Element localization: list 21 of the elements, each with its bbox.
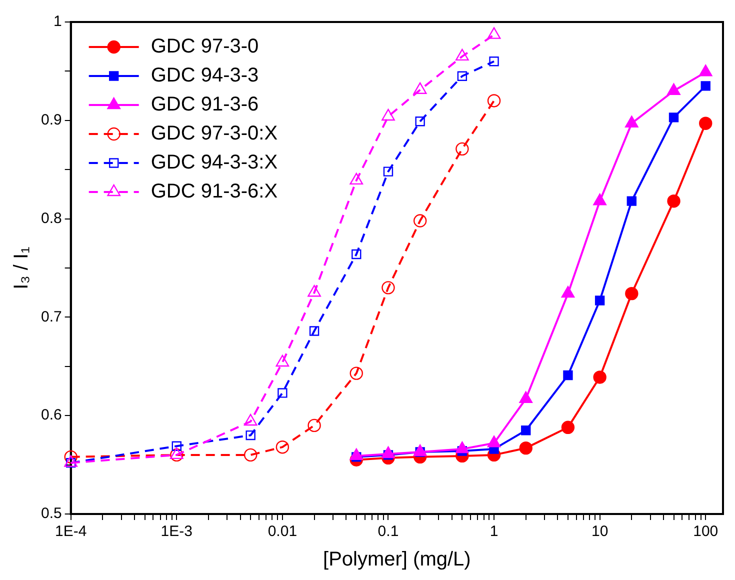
legend-label: GDC 94-3-3:X <box>150 152 278 174</box>
x-axis-title: [Polymer] (mg/L) <box>323 548 471 571</box>
x-tick-label: 100 <box>693 523 718 540</box>
y-tick-label: 0.8 <box>40 210 62 227</box>
y-tick-label: 0.5 <box>40 505 62 522</box>
x-tick-label: 1 <box>490 523 498 540</box>
y-tick-label: 0.9 <box>40 112 62 129</box>
legend-label: GDC 91-3-6:X <box>150 180 278 203</box>
y-axis-title: I₃ / I₁ <box>10 246 33 290</box>
x-tick-label: 1E-3 <box>160 523 192 540</box>
legend-label: GDC 94-3-3 <box>150 64 259 87</box>
x-tick-label: 0.01 <box>268 523 298 540</box>
x-tick-label: 10 <box>591 523 608 540</box>
legend-label: GDC 91-3-6 <box>150 94 259 116</box>
y-tick-label: 1 <box>54 13 62 30</box>
y-tick-label: 0.7 <box>40 308 62 326</box>
legend-label: GDC 97-3-0:X <box>150 122 278 145</box>
legend-label: GDC 97-3-0 <box>150 36 259 58</box>
y-tick-label: 0.6 <box>40 406 62 424</box>
x-tick-label: 1E-4 <box>55 523 87 540</box>
x-tick-label: 0.1 <box>378 523 399 540</box>
